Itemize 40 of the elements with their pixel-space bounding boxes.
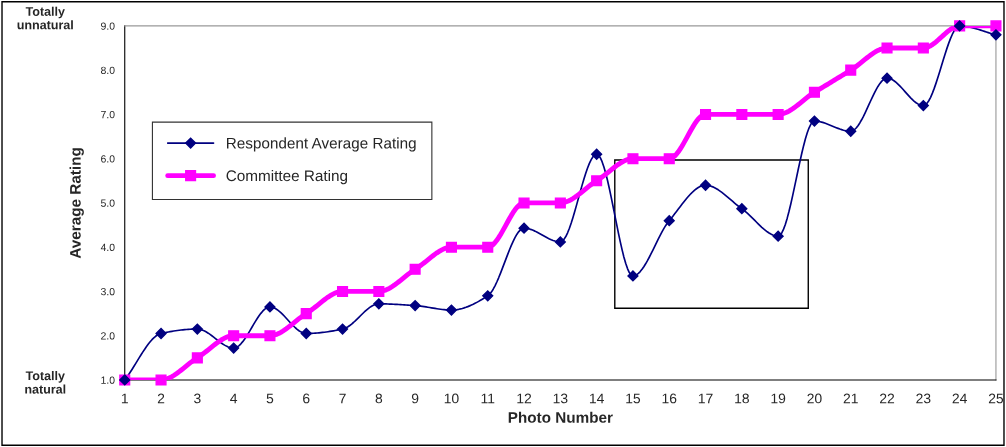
x-tick-label: 13 bbox=[553, 393, 568, 404]
legend-label: Committee Rating bbox=[226, 169, 348, 185]
x-tick-label: 21 bbox=[843, 393, 858, 404]
x-tick-label: 2 bbox=[157, 393, 165, 404]
x-tick-label: 14 bbox=[589, 393, 604, 404]
x-tick-label: 20 bbox=[807, 393, 822, 404]
x-tick-label: 5 bbox=[266, 393, 274, 404]
x-tick-label: 22 bbox=[880, 393, 895, 404]
x-tick-label: 10 bbox=[444, 393, 459, 404]
y-tick-label: 1.0 bbox=[101, 376, 115, 384]
x-tick-label: 9 bbox=[411, 393, 419, 404]
x-tick-label: 18 bbox=[735, 393, 749, 404]
x-tick-label: 24 bbox=[952, 393, 967, 404]
x-tick-label: 8 bbox=[375, 393, 383, 404]
x-tick-label: 4 bbox=[230, 393, 238, 404]
x-tick-label: 16 bbox=[662, 393, 677, 404]
y-axis-title: Average Rating bbox=[69, 148, 84, 259]
x-axis-title: Photo Number bbox=[508, 411, 613, 423]
y-tick-label: 9.0 bbox=[101, 22, 115, 30]
y-tick-label: 5.0 bbox=[100, 199, 115, 207]
x-tick-label: 6 bbox=[303, 393, 310, 404]
x-tick-label: 19 bbox=[771, 393, 786, 404]
y-tick-label: 3.0 bbox=[100, 287, 115, 296]
x-tick-label: 17 bbox=[698, 393, 713, 404]
x-tick-label: 1 bbox=[121, 393, 128, 404]
y-tick-label: 2.0 bbox=[101, 332, 115, 340]
x-tick-label: 12 bbox=[517, 393, 532, 404]
legend-label: Respondent Average Rating bbox=[227, 137, 416, 152]
x-tick-label: 3 bbox=[194, 393, 201, 404]
x-tick-label: 7 bbox=[339, 393, 346, 404]
x-tick-label: 11 bbox=[481, 393, 495, 404]
y-tick-label: 4.0 bbox=[100, 243, 115, 252]
y-tick-label: 8.0 bbox=[101, 66, 115, 75]
x-tick-label: 23 bbox=[916, 393, 931, 404]
text: Totally unnatural bbox=[17, 6, 73, 30]
y-tick-label: 7.0 bbox=[101, 110, 115, 119]
y-tick-label: 6.0 bbox=[101, 155, 115, 163]
text: Totally natural bbox=[25, 371, 66, 394]
x-tick-label: 25 bbox=[988, 393, 1004, 404]
x-tick-label: 15 bbox=[626, 393, 641, 404]
